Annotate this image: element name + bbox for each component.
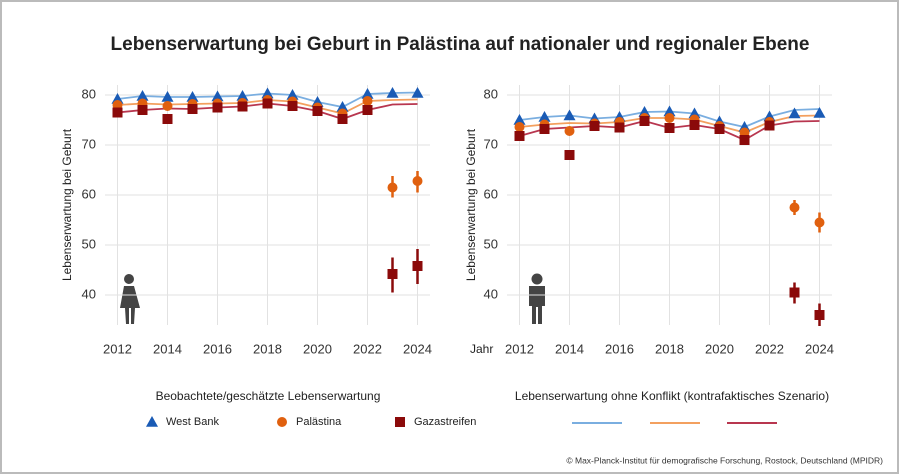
circle-marker xyxy=(564,126,575,136)
x-tick-label: 2020 xyxy=(303,341,332,356)
triangle-marker xyxy=(211,90,224,102)
y-axis-label: Lebenserwartung bei Geburt xyxy=(464,128,478,281)
triangle-marker xyxy=(538,111,551,122)
circle-marker xyxy=(789,202,800,213)
x-tick-label: 2018 xyxy=(253,341,282,356)
y-tick-label: 50 xyxy=(82,236,96,251)
x-tick-label: 2020 xyxy=(705,341,734,356)
square-marker xyxy=(262,98,273,109)
credit: © Max-Planck-Institut für demografische … xyxy=(566,455,883,465)
triangle-marker xyxy=(386,87,399,98)
y-tick-label: 80 xyxy=(82,86,96,101)
triangle-marker xyxy=(146,416,158,427)
x-tick-label: 2022 xyxy=(755,341,784,356)
square-marker xyxy=(614,122,625,133)
x-tick-label: 2016 xyxy=(203,341,232,356)
x-tick-label: 2012 xyxy=(103,341,132,356)
triangle-marker xyxy=(136,90,149,101)
square-marker xyxy=(237,101,248,112)
circle-marker xyxy=(387,182,398,193)
square-marker xyxy=(412,261,423,271)
triangle-marker xyxy=(563,109,576,121)
triangle-marker xyxy=(663,105,676,117)
legend-label: Palästina xyxy=(296,416,342,428)
x-tick-label: 2016 xyxy=(605,341,634,356)
circle-marker xyxy=(814,217,825,228)
triangle-marker xyxy=(161,91,174,102)
square-marker xyxy=(387,269,398,279)
square-marker xyxy=(287,101,298,111)
square-marker xyxy=(112,107,123,118)
x-tick-label: 2012 xyxy=(505,341,534,356)
legend-label: Gazastreifen xyxy=(414,416,476,428)
square-marker xyxy=(162,114,173,124)
y-tick-label: 40 xyxy=(484,286,498,301)
chart-title: Lebenserwartung bei Geburt in Palästina … xyxy=(111,34,810,55)
square-marker xyxy=(395,417,405,427)
triangle-marker xyxy=(411,87,424,98)
y-tick-label: 40 xyxy=(82,286,96,301)
square-marker xyxy=(514,131,525,141)
triangle-marker xyxy=(236,90,249,101)
square-marker xyxy=(664,123,675,133)
y-tick-label: 60 xyxy=(82,186,96,201)
square-marker xyxy=(789,287,800,298)
square-marker xyxy=(814,310,825,320)
square-marker xyxy=(312,106,323,116)
circle-marker xyxy=(514,122,525,132)
circle-marker xyxy=(664,113,675,123)
square-marker xyxy=(539,124,550,134)
x-tick-label: 2024 xyxy=(403,341,432,356)
x-tick-label: 2014 xyxy=(555,341,584,356)
square-marker xyxy=(589,121,600,131)
square-marker xyxy=(639,116,650,126)
triangle-marker xyxy=(361,88,374,99)
square-marker xyxy=(764,120,775,131)
x-tick-label: 2024 xyxy=(805,341,834,356)
square-marker xyxy=(362,105,373,115)
circle-marker xyxy=(362,96,373,106)
square-marker xyxy=(739,135,750,145)
square-marker xyxy=(187,104,198,114)
circle-marker xyxy=(277,417,287,427)
y-tick-label: 70 xyxy=(82,136,96,151)
circle-marker xyxy=(412,176,423,186)
y-tick-label: 70 xyxy=(484,136,498,151)
circle-marker xyxy=(162,101,173,111)
legend-label: West Bank xyxy=(166,416,219,428)
x-axis-label: Jahr xyxy=(470,342,493,356)
square-marker xyxy=(137,105,148,115)
y-axis-label: Lebenserwartung bei Geburt xyxy=(60,128,74,281)
triangle-marker xyxy=(186,91,199,102)
y-tick-label: 80 xyxy=(484,86,498,101)
x-tick-label: 2018 xyxy=(655,341,684,356)
y-tick-label: 50 xyxy=(484,236,498,251)
triangle-marker xyxy=(813,107,826,118)
triangle-marker xyxy=(286,89,299,100)
square-marker xyxy=(714,124,725,134)
legend-title: Lebenserwartung ohne Konflikt (kontrafak… xyxy=(515,389,829,403)
triangle-marker xyxy=(261,87,274,99)
triangle-marker xyxy=(513,114,526,125)
triangle-marker xyxy=(788,107,801,119)
y-tick-label: 60 xyxy=(484,186,498,201)
square-marker xyxy=(212,102,223,113)
x-tick-label: 2014 xyxy=(153,341,182,356)
triangle-marker xyxy=(336,101,349,112)
legend-title: Beobachtete/geschätzte Lebenserwartung xyxy=(156,389,381,403)
square-marker xyxy=(564,150,575,160)
square-marker xyxy=(689,120,700,130)
x-tick-label: 2022 xyxy=(353,341,382,356)
square-marker xyxy=(337,114,348,124)
